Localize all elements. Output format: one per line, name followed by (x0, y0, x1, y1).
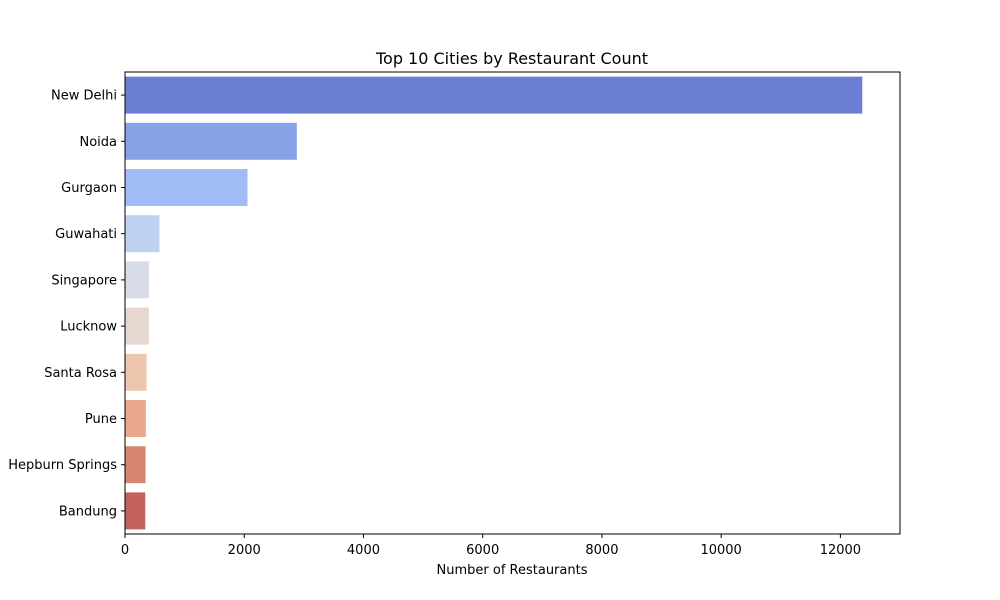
y-tick-label: Lucknow (60, 320, 117, 335)
bar-santa-rosa (125, 353, 147, 391)
x-tick-label: 12000 (820, 543, 861, 558)
y-tick-label: Singapore (51, 273, 117, 288)
x-tick-label: 4000 (347, 543, 380, 558)
bar-pune (125, 400, 146, 437)
bar-noida (125, 122, 297, 160)
x-tick-label: 0 (121, 543, 129, 558)
x-tick-label: 2000 (228, 543, 261, 558)
y-tick-label: Hepburn Springs (8, 458, 117, 473)
x-tick-label: 10000 (700, 543, 741, 558)
y-tick-label: Gurgaon (61, 181, 117, 196)
y-tick-label: Noida (79, 135, 117, 150)
y-axis-ticks: New Delhi Noida Gurgaon Guwahati Singapore Lu… (8, 89, 125, 519)
y-tick-label: New Delhi (51, 89, 117, 104)
bar-hepburn-springs (125, 446, 146, 484)
x-axis-ticks: 0 2000 4000 6000 8000 10000 12000 (121, 534, 861, 558)
bar-gurgaon (125, 169, 248, 206)
plot-frame (124, 71, 901, 535)
y-tick-label: Santa Rosa (44, 366, 117, 381)
bar-bandung (125, 492, 146, 530)
y-tick-label: Bandung (59, 504, 117, 519)
bar-guwahati (125, 215, 160, 253)
x-tick-label: 8000 (585, 543, 618, 558)
chart-title: Top 10 Cities by Restaurant Count (375, 49, 648, 68)
x-tick-label: 6000 (466, 543, 499, 558)
y-tick-label: Guwahati (55, 227, 117, 242)
bar-lucknow (125, 307, 149, 345)
x-axis-label: Number of Restaurants (437, 563, 588, 578)
bar-singapore (125, 261, 149, 299)
bars-layer (125, 76, 863, 530)
y-tick-label: Pune (85, 412, 117, 427)
bar-new-delhi (125, 76, 863, 114)
